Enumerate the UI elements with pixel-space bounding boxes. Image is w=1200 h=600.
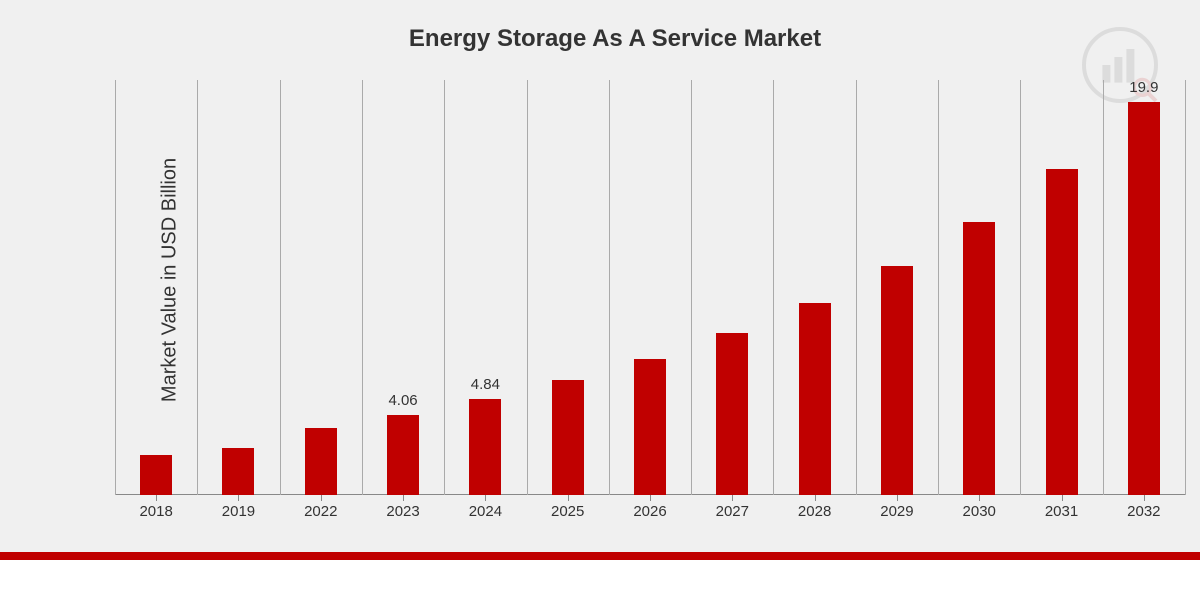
x-tick-label: 2030: [963, 503, 996, 520]
bar: [222, 448, 254, 495]
chart-area: Energy Storage As A Service Market Marke…: [40, 10, 1190, 550]
stripe-white: [0, 560, 1200, 600]
x-tick-label: 2028: [798, 503, 831, 520]
bar: [799, 303, 831, 495]
bar: [881, 266, 913, 495]
x-tick-label: 2032: [1127, 503, 1160, 520]
x-tick-label: 2024: [469, 503, 502, 520]
x-tick-label: 2031: [1045, 503, 1078, 520]
x-tick-label: 2027: [716, 503, 749, 520]
x-tick-label: 2023: [386, 503, 419, 520]
grid-line: [1020, 80, 1021, 495]
bar: [963, 222, 995, 495]
bar: [1046, 169, 1078, 495]
x-tick-mark: [156, 495, 157, 501]
x-tick-mark: [403, 495, 404, 501]
x-tick-label: 2019: [222, 503, 255, 520]
x-tick-mark: [485, 495, 486, 501]
grid-line: [444, 80, 445, 495]
x-tick-mark: [732, 495, 733, 501]
bar: [716, 333, 748, 495]
bar: [1128, 102, 1160, 495]
plot-container: 2018 2019 2022 4.06 2023 4.84 2024 2025 2026 2027…: [115, 80, 1185, 525]
x-tick-label: 2018: [139, 503, 172, 520]
x-tick-label: 2026: [633, 503, 666, 520]
grid-line: [938, 80, 939, 495]
x-tick-mark: [1062, 495, 1063, 501]
grid-line: [1185, 80, 1186, 495]
bar: [634, 359, 666, 495]
bar: [469, 399, 501, 495]
x-tick-label: 2022: [304, 503, 337, 520]
grid-line: [1103, 80, 1104, 495]
x-tick-label: 2029: [880, 503, 913, 520]
bar-value-label: 4.84: [455, 376, 515, 393]
bar: [140, 455, 172, 495]
chart-title: Energy Storage As A Service Market: [40, 10, 1190, 73]
x-tick-mark: [979, 495, 980, 501]
x-tick-mark: [568, 495, 569, 501]
x-tick-mark: [815, 495, 816, 501]
x-tick-mark: [650, 495, 651, 501]
grid-line: [280, 80, 281, 495]
grid-line: [773, 80, 774, 495]
grid-line: [691, 80, 692, 495]
x-tick-mark: [321, 495, 322, 501]
x-tick-mark: [1144, 495, 1145, 501]
x-tick-label: 2025: [551, 503, 584, 520]
x-tick-mark: [238, 495, 239, 501]
bar: [387, 415, 419, 495]
bar: [305, 428, 337, 495]
grid-line: [527, 80, 528, 495]
stripe-red: [0, 552, 1200, 560]
grid-line: [197, 80, 198, 495]
bar: [552, 380, 584, 495]
x-tick-mark: [897, 495, 898, 501]
grid-line: [609, 80, 610, 495]
footer-stripe: [0, 552, 1200, 600]
grid-line: [362, 80, 363, 495]
bar-value-label: 19.9: [1114, 79, 1174, 96]
bar-value-label: 4.06: [373, 392, 433, 409]
grid-line: [856, 80, 857, 495]
grid-line: [115, 80, 116, 495]
